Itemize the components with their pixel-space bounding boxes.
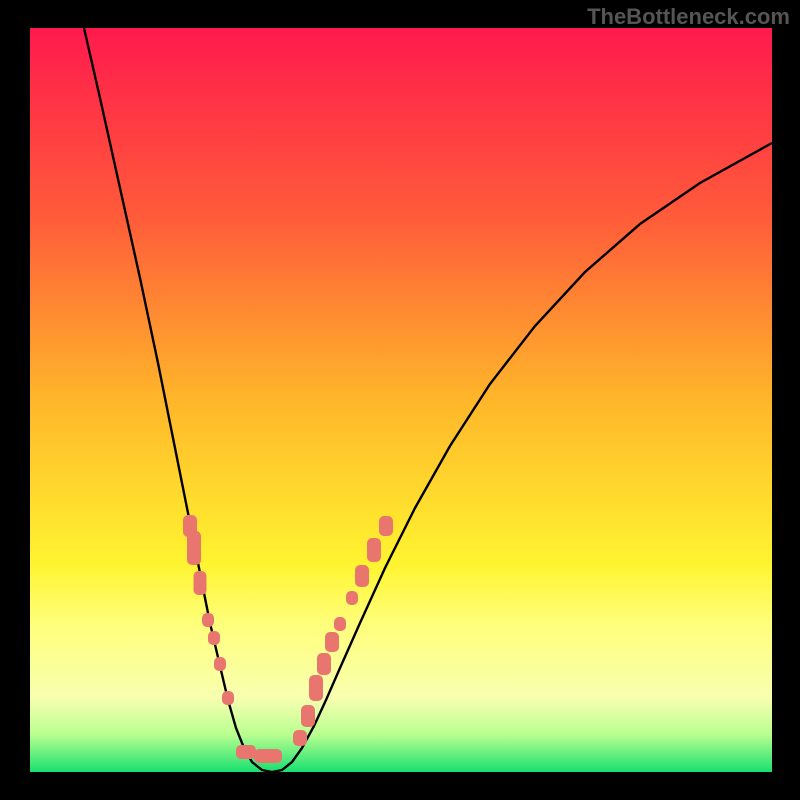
data-marker [367,538,381,562]
data-marker [355,565,369,587]
data-marker [202,613,214,627]
data-marker [208,631,220,645]
data-marker [325,632,339,652]
data-marker [317,653,331,675]
data-marker [334,617,346,631]
data-marker [194,571,207,595]
data-marker [236,745,256,759]
watermark-text: TheBottleneck.com [587,4,790,30]
data-marker [254,749,282,763]
data-marker [222,691,234,705]
data-marker [293,730,307,746]
data-marker [214,657,226,671]
left-curve [84,28,272,772]
data-marker [379,516,393,536]
data-marker [301,705,315,727]
data-marker [187,531,201,565]
data-marker [346,591,358,605]
marker-group [183,515,393,763]
chart-svg [0,0,800,800]
data-marker [309,675,323,701]
right-curve [272,143,772,772]
